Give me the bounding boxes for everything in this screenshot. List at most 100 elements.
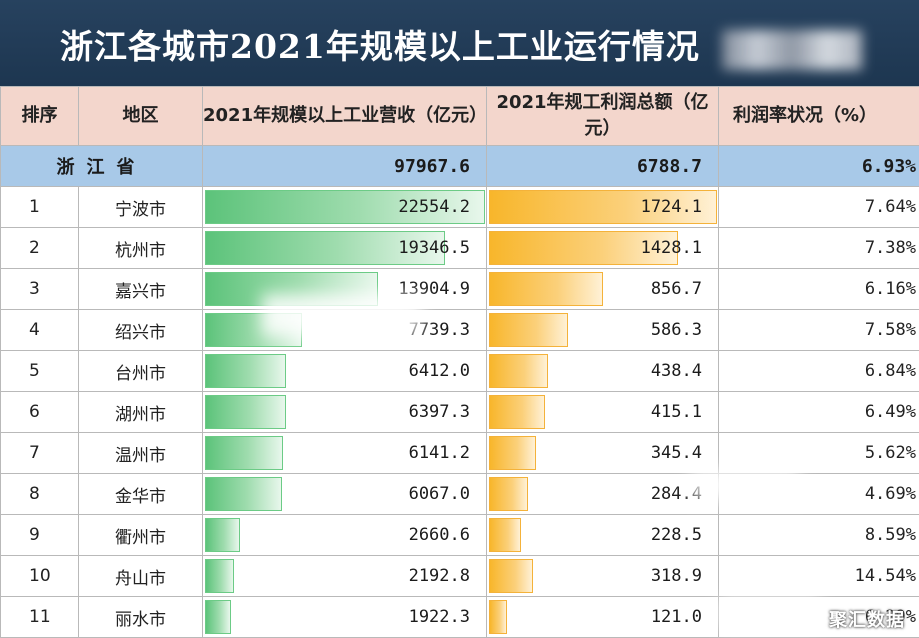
province-margin: 6.93%: [719, 146, 919, 187]
region-cell: 台州市: [79, 351, 203, 392]
profit-value: 1428.1: [641, 228, 702, 268]
revenue-bar: [205, 354, 286, 388]
profit-cell: 1428.1: [487, 228, 719, 269]
profit-value: 121.0: [651, 597, 702, 637]
region-cell: 金华市: [79, 474, 203, 515]
industry-table: 排序 地区 2021年规模以上工业营收（亿元） 2021年规工利润总额（亿元） …: [0, 86, 919, 638]
profit-value: 228.5: [651, 515, 702, 555]
profit-cell: 856.7: [487, 269, 719, 310]
revenue-cell: 6141.2: [203, 433, 487, 474]
province-profit: 6788.7: [487, 146, 719, 187]
rank-cell: 9: [1, 515, 79, 556]
rank-cell: 8: [1, 474, 79, 515]
region-cell: 宁波市: [79, 187, 203, 228]
profit-bar: [489, 559, 533, 593]
region-cell: 杭州市: [79, 228, 203, 269]
watermark: 聚汇数据: [829, 606, 905, 632]
blurred-watermark-patch: [722, 30, 862, 70]
header-margin: 利润率状况（%）: [719, 87, 919, 146]
blur-smudge: [262, 294, 422, 336]
revenue-cell: 1922.3: [203, 597, 487, 638]
margin-cell: 6.84%: [719, 351, 919, 392]
revenue-value: 6141.2: [409, 433, 470, 473]
revenue-bar: [205, 559, 234, 593]
header-profit: 2021年规工利润总额（亿元）: [487, 87, 719, 146]
rank-cell: 11: [1, 597, 79, 638]
revenue-bar: [205, 477, 282, 511]
profit-cell: 228.5: [487, 515, 719, 556]
rank-cell: 2: [1, 228, 79, 269]
rank-cell: 3: [1, 269, 79, 310]
profit-cell: 284.4: [487, 474, 719, 515]
page-title: 浙江各城市2021年规模以上工业运行情况: [60, 20, 700, 68]
region-cell: 丽水市: [79, 597, 203, 638]
blur-smudge: [690, 470, 800, 500]
revenue-value: 19346.5: [398, 228, 470, 268]
revenue-cell: 2192.8: [203, 556, 487, 597]
rank-cell: 1: [1, 187, 79, 228]
profit-bar: [489, 395, 545, 429]
province-name: 浙江省: [1, 146, 203, 187]
revenue-value: 2192.8: [409, 556, 470, 596]
profit-cell: 1724.1: [487, 187, 719, 228]
margin-cell: 7.64%: [719, 187, 919, 228]
profit-value: 1724.1: [641, 187, 702, 227]
profit-value: 415.1: [651, 392, 702, 432]
profit-bar: [489, 518, 521, 552]
revenue-cell: 19346.5: [203, 228, 487, 269]
header-rank: 排序: [1, 87, 79, 146]
profit-bar: [489, 436, 536, 470]
title-bar: 浙江各城市2021年规模以上工业运行情况: [0, 0, 919, 86]
profit-bar: [489, 313, 568, 347]
margin-cell: 6.49%: [719, 392, 919, 433]
region-cell: 衢州市: [79, 515, 203, 556]
profit-value: 856.7: [651, 269, 702, 309]
revenue-cell: 2660.6: [203, 515, 487, 556]
profit-bar: [489, 272, 603, 306]
rank-cell: 10: [1, 556, 79, 597]
revenue-cell: 6412.0: [203, 351, 487, 392]
profit-bar: [489, 600, 507, 634]
table-header-row: 排序 地区 2021年规模以上工业营收（亿元） 2021年规工利润总额（亿元） …: [1, 87, 919, 146]
profit-bar: [489, 354, 548, 388]
profit-cell: 586.3: [487, 310, 719, 351]
blur-smudge: [720, 598, 820, 628]
revenue-value: 6397.3: [409, 392, 470, 432]
revenue-cell: 22554.2: [203, 187, 487, 228]
profit-cell: 415.1: [487, 392, 719, 433]
revenue-cell: 6067.0: [203, 474, 487, 515]
region-cell: 嘉兴市: [79, 269, 203, 310]
margin-cell: 7.58%: [719, 310, 919, 351]
revenue-value: 1922.3: [409, 597, 470, 637]
profit-cell: 345.4: [487, 433, 719, 474]
margin-cell: 8.59%: [719, 515, 919, 556]
region-cell: 绍兴市: [79, 310, 203, 351]
profit-cell: 438.4: [487, 351, 719, 392]
margin-cell: 14.54%: [719, 556, 919, 597]
margin-cell: 6.16%: [719, 269, 919, 310]
revenue-bar: [205, 518, 240, 552]
revenue-bar: [205, 600, 231, 634]
rank-cell: 5: [1, 351, 79, 392]
province-revenue: 97967.6: [203, 146, 487, 187]
rank-cell: 4: [1, 310, 79, 351]
rank-cell: 7: [1, 433, 79, 474]
revenue-value: 6067.0: [409, 474, 470, 514]
region-cell: 温州市: [79, 433, 203, 474]
profit-cell: 318.9: [487, 556, 719, 597]
revenue-value: 22554.2: [398, 187, 470, 227]
region-cell: 舟山市: [79, 556, 203, 597]
profit-value: 586.3: [651, 310, 702, 350]
profit-value: 318.9: [651, 556, 702, 596]
revenue-bar: [205, 436, 283, 470]
profit-cell: 121.0: [487, 597, 719, 638]
